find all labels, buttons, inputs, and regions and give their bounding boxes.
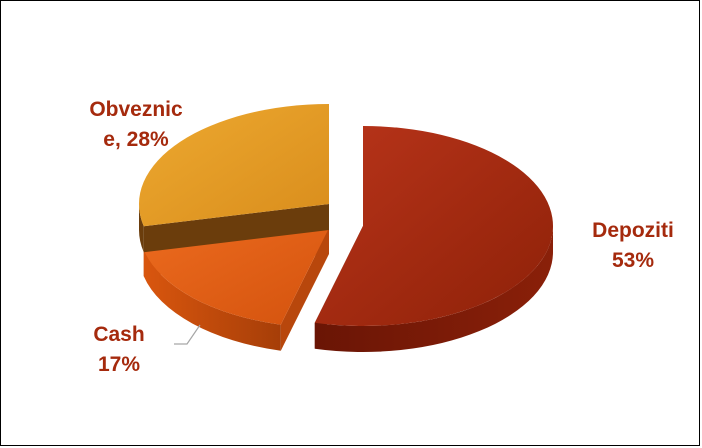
label-depoziti-line1: Depoziti	[592, 219, 674, 242]
pie-slice-cash-top	[143, 228, 329, 325]
pie-slice-obveznice	[139, 104, 329, 253]
label-cash-line2: 17%	[97, 353, 141, 376]
label-cash: Cash 17%	[79, 320, 159, 380]
pie-slice-cash-cut-face	[280, 228, 329, 351]
pie-slice-depoziti	[314, 126, 553, 352]
pie-slice-obveznice-side	[139, 204, 144, 253]
pie-slice-depoziti-top	[314, 126, 553, 326]
label-obveznice-line1: Obveznic	[89, 98, 183, 121]
pie-slice-cash-side	[143, 250, 281, 351]
label-obveznice: Obveznic e, 28%	[79, 95, 193, 155]
label-depoziti: Depoziti 53%	[574, 216, 692, 276]
cash-leader-line	[174, 324, 201, 345]
pie-slice-cash	[143, 228, 329, 351]
label-cash-line1: Cash	[93, 323, 145, 346]
pie-slice-obveznice-cut-face	[143, 204, 329, 253]
label-depoziti-line2: 53%	[611, 249, 655, 272]
pie-slice-depoziti-side	[314, 226, 553, 352]
pie-slice-obveznice-top	[139, 104, 329, 227]
label-obveznice-line2: e, 28%	[103, 128, 169, 151]
